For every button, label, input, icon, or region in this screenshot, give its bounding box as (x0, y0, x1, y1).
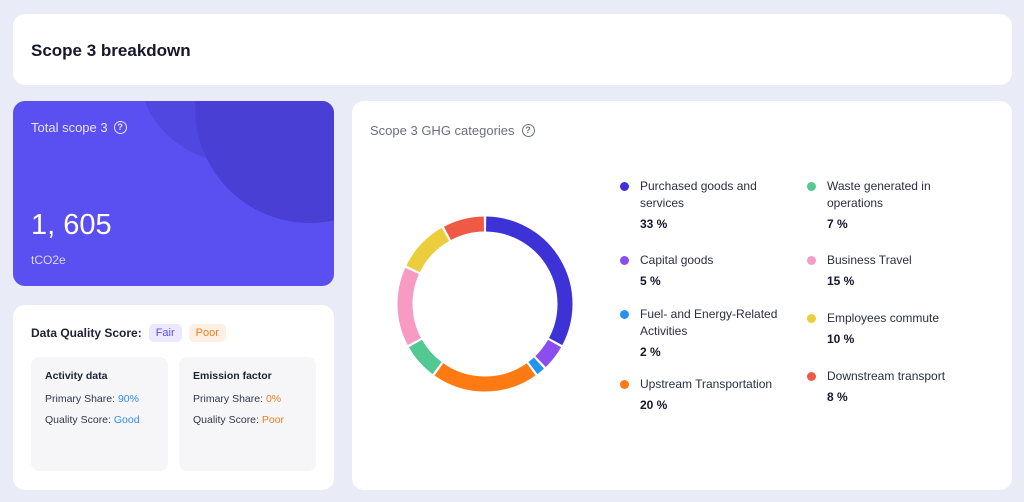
total-scope3-label-row: Total scope 3 ? (31, 120, 127, 135)
ghg-title-row: Scope 3 GHG categories ? (370, 123, 535, 138)
emission-primary-share: Primary Share: 0% (193, 393, 282, 405)
activity-data-panel: Activity data Primary Share: 90% Quality… (31, 357, 168, 471)
legend-dot-icon (807, 256, 816, 265)
activity-quality-score: Quality Score: Good (45, 414, 140, 426)
legend-label: Employees commute (827, 311, 940, 325)
legend-dot-icon (620, 182, 629, 191)
donut-slice-1[interactable] (485, 216, 573, 346)
help-icon[interactable]: ? (521, 124, 535, 137)
emission-quality-score-value: Poor (261, 414, 285, 426)
legend-label: Downstream transport (827, 369, 946, 383)
legend-label: Purchased goods and services (640, 179, 757, 210)
legend-item: Business Travel 15 % (807, 252, 977, 288)
legend-label: Upstream Transportation (640, 377, 773, 391)
legend-item: Waste generated in operations 7 % (807, 178, 977, 231)
total-scope3-value: 1, 605 (31, 209, 112, 241)
emission-factor-title: Emission factor (193, 370, 272, 382)
legend-percent: 15 % (827, 274, 855, 288)
page-title: Scope 3 breakdown (31, 41, 191, 60)
legend-dot-icon (807, 314, 816, 323)
legend-percent: 10 % (827, 332, 855, 346)
data-quality-card: Data Quality Score: Fair Poor Activity d… (13, 305, 334, 490)
donut-slice-4[interactable] (434, 363, 536, 392)
donut-chart (397, 216, 573, 392)
legend-percent: 7 % (827, 217, 848, 231)
legend-label: Capital goods (640, 253, 714, 267)
ghg-title: Scope 3 GHG categories (370, 123, 515, 138)
data-quality-title-row: Data Quality Score: Fair Poor (31, 324, 226, 342)
legend-dot-icon (807, 182, 816, 191)
legend-percent: 33 % (640, 217, 668, 231)
legend-dot-icon (620, 380, 629, 389)
donut-slice-5[interactable] (408, 339, 442, 375)
donut-slice-3[interactable] (528, 357, 545, 375)
total-scope3-unit: tCO2e (31, 253, 66, 267)
header-card: Scope 3 breakdown (13, 14, 1012, 85)
badge-fair: Fair (148, 324, 182, 342)
data-quality-title: Data Quality Score: (31, 326, 142, 340)
total-scope3-card: Total scope 3 ? 1, 605 tCO2e (13, 101, 334, 286)
legend-label: Business Travel (827, 253, 912, 267)
legend-percent: 2 % (640, 345, 661, 359)
legend-item: Capital goods 5 % (620, 252, 790, 288)
activity-quality-score-value: Good (113, 414, 140, 426)
legend-item: Purchased goods and services 33 % (620, 178, 790, 231)
legend-label: Fuel- and Energy-Related Activities (640, 307, 778, 338)
legend-label: Waste generated in operations (827, 179, 931, 210)
legend-item: Downstream transport 8 % (807, 368, 977, 404)
legend-percent: 8 % (827, 390, 848, 404)
activity-primary-share: Primary Share: 90% (45, 393, 139, 405)
legend-dot-icon (620, 310, 629, 319)
emission-factor-panel: Emission factor Primary Share: 0% Qualit… (179, 357, 316, 471)
legend-item: Upstream Transportation 20 % (620, 376, 790, 412)
badge-poor: Poor (188, 324, 226, 342)
legend-percent: 5 % (640, 274, 661, 288)
ghg-categories-card: Scope 3 GHG categories ? Purchased goods… (352, 101, 1012, 490)
donut-slice-2[interactable] (535, 339, 562, 367)
legend-dot-icon (807, 372, 816, 381)
total-scope3-label: Total scope 3 (31, 120, 108, 135)
emission-quality-score: Quality Score: Poor (193, 414, 285, 426)
legend-dot-icon (620, 256, 629, 265)
legend-percent: 20 % (640, 398, 668, 412)
emission-primary-share-value: 0% (265, 393, 282, 405)
help-icon[interactable]: ? (113, 121, 127, 134)
activity-primary-share-value: 90% (117, 393, 139, 405)
donut-slice-8[interactable] (443, 216, 485, 241)
donut-slice-6[interactable] (397, 267, 422, 346)
legend-item: Employees commute 10 % (807, 310, 977, 346)
donut-slice-7[interactable] (406, 227, 450, 273)
activity-data-title: Activity data (45, 370, 108, 382)
decor-circle (195, 101, 334, 223)
legend-item: Fuel- and Energy-Related Activities 2 % (620, 306, 790, 359)
